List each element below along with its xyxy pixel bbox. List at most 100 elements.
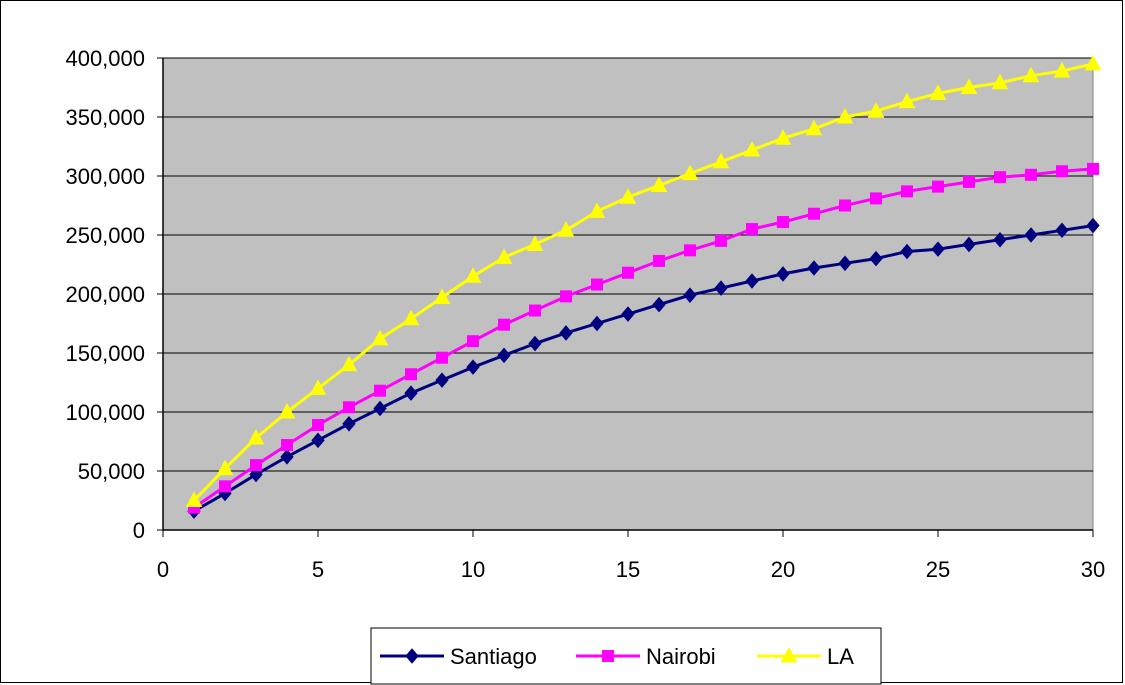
data-point-la: [619, 188, 637, 204]
data-point-nairobi: [746, 223, 758, 236]
data-point-la: [433, 288, 451, 305]
data-point-santiago: [559, 325, 573, 341]
data-point-nairobi: [560, 290, 572, 303]
data-point-nairobi: [1056, 165, 1068, 178]
legend-label: LA: [827, 644, 854, 669]
data-point-santiago: [869, 250, 883, 267]
data-point-la: [278, 402, 296, 419]
data-point-nairobi: [529, 304, 541, 317]
data-point-nairobi: [839, 199, 851, 212]
data-point-la: [402, 309, 420, 326]
data-point-nairobi: [653, 254, 665, 267]
data-point-la: [216, 459, 234, 476]
data-point-santiago: [280, 449, 294, 465]
data-point-la: [526, 235, 544, 251]
data-point-santiago: [1055, 222, 1069, 239]
data-point-la: [185, 491, 203, 507]
y-tick-label: 100,000: [65, 400, 145, 425]
data-point-santiago: [993, 231, 1007, 248]
legend-marker-la: [780, 646, 798, 663]
data-point-nairobi: [808, 207, 820, 220]
data-point-la: [774, 129, 792, 145]
series-layer: [185, 54, 1102, 519]
y-tick-label: 400,000: [65, 46, 145, 71]
data-point-nairobi: [1087, 162, 1099, 175]
data-point-la: [371, 329, 389, 346]
data-point-nairobi: [374, 384, 386, 397]
data-point-nairobi: [498, 318, 510, 331]
data-point-nairobi: [684, 244, 696, 257]
y-tick-label: 200,000: [65, 282, 145, 307]
data-point-santiago: [404, 385, 418, 401]
x-tick-label: 0: [157, 557, 169, 582]
data-point-nairobi: [994, 171, 1006, 184]
y-tick-label: 300,000: [65, 164, 145, 189]
data-point-santiago: [342, 416, 356, 432]
data-point-nairobi: [343, 401, 355, 414]
data-point-nairobi: [1025, 168, 1037, 181]
gridlines: [163, 57, 1093, 472]
x-tick-label: 15: [616, 557, 640, 582]
data-point-santiago: [311, 432, 325, 449]
data-point-santiago: [621, 306, 635, 322]
x-tick-label: 30: [1081, 557, 1105, 582]
data-point-santiago: [776, 266, 790, 282]
data-point-nairobi: [312, 418, 324, 431]
data-point-la: [681, 164, 699, 181]
data-point-santiago: [683, 287, 697, 303]
data-point-nairobi: [405, 368, 417, 381]
data-point-la: [898, 92, 916, 109]
data-point-santiago: [714, 280, 728, 296]
data-point-santiago: [435, 372, 449, 388]
data-point-santiago: [1086, 217, 1100, 234]
data-point-la: [836, 107, 854, 124]
data-point-nairobi: [715, 234, 727, 247]
data-point-nairobi: [250, 459, 262, 472]
axes: 0 50,000 100,000 150,000 200,000 250,000 300,0…: [65, 46, 1105, 582]
series-nairobi: [188, 162, 1099, 514]
y-tick-label: 150,000: [65, 341, 145, 366]
data-point-nairobi: [870, 192, 882, 205]
legend-marker-santiago: [405, 648, 419, 664]
data-point-nairobi: [219, 480, 231, 493]
data-point-la: [1022, 66, 1040, 83]
data-point-santiago: [745, 273, 759, 289]
x-tick-label: 5: [312, 557, 324, 582]
data-point-la: [1053, 61, 1071, 78]
data-point-nairobi: [932, 180, 944, 193]
data-point-nairobi: [281, 439, 293, 452]
data-point-la: [1084, 54, 1102, 71]
data-point-nairobi: [963, 175, 975, 188]
data-point-la: [340, 355, 358, 372]
series-santiago: [187, 217, 1100, 519]
data-point-la: [495, 248, 513, 264]
y-tick-label: 250,000: [65, 223, 145, 248]
y-tick-label: 0: [133, 518, 145, 543]
data-point-la: [247, 428, 265, 445]
data-point-santiago: [497, 347, 511, 364]
x-tick-label: 25: [926, 557, 950, 582]
data-point-la: [588, 202, 606, 218]
data-point-santiago: [931, 241, 945, 257]
data-point-santiago: [1024, 227, 1038, 243]
data-point-nairobi: [622, 266, 634, 279]
legend-entry-santiago: Santiago: [380, 644, 537, 669]
data-point-la: [650, 176, 668, 192]
data-point-santiago: [466, 359, 480, 375]
data-point-santiago: [807, 260, 821, 276]
data-point-la: [867, 102, 885, 118]
data-point-la: [557, 221, 575, 237]
data-point-santiago: [962, 236, 976, 253]
data-point-la: [960, 78, 978, 94]
data-point-la: [991, 73, 1009, 90]
data-point-la: [805, 119, 823, 136]
data-point-la: [712, 152, 730, 169]
data-point-nairobi: [467, 335, 479, 348]
legend-marker-nairobi: [602, 650, 614, 662]
data-point-santiago: [528, 335, 542, 352]
legend-label: Nairobi: [646, 644, 716, 669]
data-point-nairobi: [901, 185, 913, 198]
x-tick-label: 20: [771, 557, 795, 582]
legend-label: Santiago: [450, 644, 537, 669]
